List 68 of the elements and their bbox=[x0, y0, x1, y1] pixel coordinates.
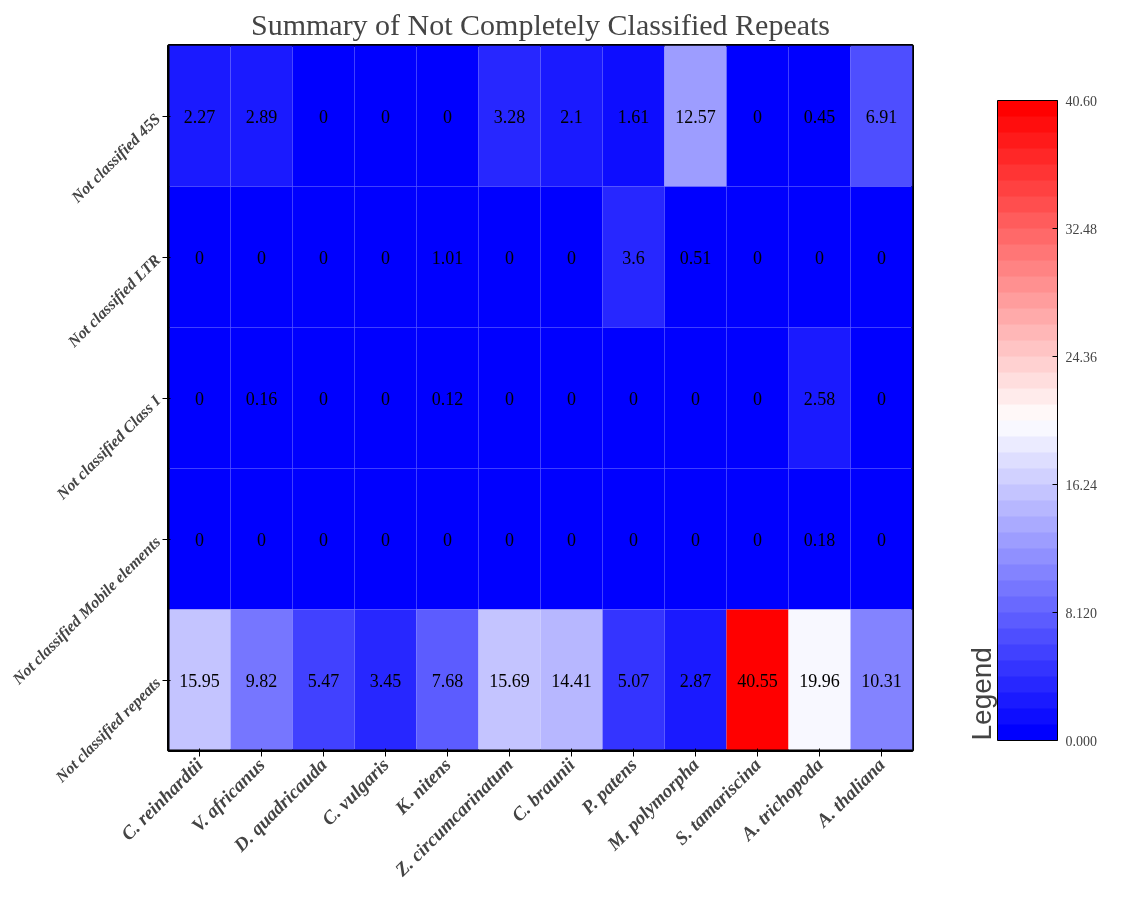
data-label: 0 bbox=[381, 247, 390, 268]
data-label: 9.82 bbox=[245, 670, 278, 691]
data-label: 6.91 bbox=[865, 106, 898, 127]
color-bar-label: 8.120 bbox=[1065, 605, 1097, 621]
color-bar-label: 16.24 bbox=[1065, 477, 1097, 493]
data-label: 0 bbox=[505, 247, 514, 268]
data-label: 0 bbox=[195, 388, 204, 409]
data-label: 0 bbox=[753, 529, 762, 550]
data-label: 0 bbox=[319, 529, 328, 550]
data-label: 2.27 bbox=[183, 106, 216, 127]
data-label: 0.12 bbox=[431, 388, 464, 409]
data-label: 1.01 bbox=[431, 247, 464, 268]
data-label: 14.41 bbox=[551, 670, 592, 691]
data-label: 0 bbox=[257, 529, 266, 550]
data-label: 0 bbox=[691, 388, 700, 409]
data-label: 3.45 bbox=[369, 670, 402, 691]
data-label: 0 bbox=[629, 529, 638, 550]
data-label: 5.47 bbox=[307, 670, 340, 691]
color-bar-label: 40.60 bbox=[1065, 93, 1097, 109]
data-label: 0.45 bbox=[803, 106, 836, 127]
data-label: 0.18 bbox=[803, 529, 836, 550]
data-label: 0 bbox=[877, 388, 886, 409]
data-label: 3.6 bbox=[622, 247, 645, 268]
data-label: 40.55 bbox=[737, 670, 778, 691]
data-label: 0 bbox=[381, 529, 390, 550]
data-label: 0 bbox=[319, 247, 328, 268]
data-label: 2.1 bbox=[560, 106, 583, 127]
color-bar-title: Legend bbox=[965, 647, 997, 741]
data-label: 1.61 bbox=[617, 106, 650, 127]
chart-title: Summary of Not Completely Classified Repeats bbox=[250, 7, 831, 41]
data-label: 0 bbox=[877, 247, 886, 268]
data-label: 2.87 bbox=[679, 670, 712, 691]
color-bar-label: 32.48 bbox=[1065, 221, 1097, 237]
data-label: 10.31 bbox=[861, 670, 902, 691]
data-label: 7.68 bbox=[431, 670, 464, 691]
data-label: 0 bbox=[505, 388, 514, 409]
data-label: 0.51 bbox=[679, 247, 712, 268]
data-label: 0 bbox=[319, 388, 328, 409]
data-label: 0 bbox=[257, 247, 266, 268]
data-label: 0 bbox=[381, 106, 390, 127]
data-label: 0 bbox=[753, 106, 762, 127]
data-label: 0.16 bbox=[245, 388, 278, 409]
data-label: 0 bbox=[567, 529, 576, 550]
data-label: 2.58 bbox=[803, 388, 836, 409]
data-label: 0 bbox=[381, 388, 390, 409]
data-label: 0 bbox=[195, 529, 204, 550]
color-bar-label: 0.000 bbox=[1065, 733, 1097, 749]
data-label: 2.89 bbox=[245, 106, 278, 127]
data-label: 0 bbox=[753, 388, 762, 409]
data-label: 0 bbox=[629, 388, 638, 409]
data-label: 15.69 bbox=[489, 670, 530, 691]
data-label: 0 bbox=[567, 388, 576, 409]
data-label: 0 bbox=[443, 529, 452, 550]
data-label: 0 bbox=[753, 247, 762, 268]
data-label: 0 bbox=[443, 106, 452, 127]
data-label: 0 bbox=[815, 247, 824, 268]
data-label: 0 bbox=[691, 529, 700, 550]
data-label: 19.96 bbox=[799, 670, 840, 691]
data-label: 15.95 bbox=[179, 670, 220, 691]
data-label: 3.28 bbox=[493, 106, 526, 127]
data-label: 0 bbox=[505, 529, 514, 550]
data-label: 0 bbox=[195, 247, 204, 268]
data-label: 5.07 bbox=[617, 670, 650, 691]
data-label: 0 bbox=[567, 247, 576, 268]
color-bar-label: 24.36 bbox=[1065, 349, 1097, 365]
data-label: 0 bbox=[319, 106, 328, 127]
data-label: 12.57 bbox=[675, 106, 716, 127]
data-label: 0 bbox=[877, 529, 886, 550]
